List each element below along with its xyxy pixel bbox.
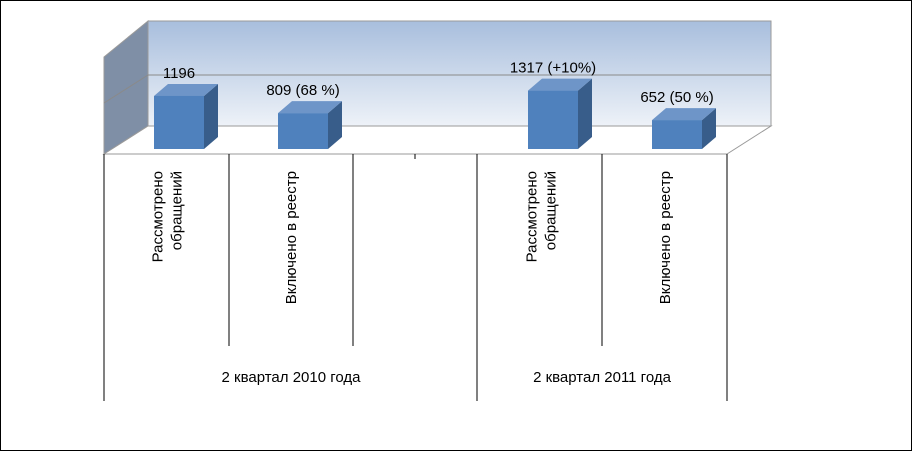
- category-label: обращений: [543, 171, 560, 250]
- chart-floor: [102, 125, 773, 155]
- bar-side: [578, 78, 592, 149]
- bar-top: [154, 83, 218, 96]
- bar-side: [328, 101, 342, 149]
- bar-front: [528, 90, 578, 149]
- bar-front: [278, 113, 328, 149]
- bar-side: [702, 108, 716, 149]
- data-label: 652 (50 %): [640, 89, 713, 106]
- bar: [652, 108, 716, 149]
- category-labels: Рассмотрено обращений Включено в реестр Рас…: [150, 171, 675, 386]
- category-label: Включено в реестр: [283, 171, 300, 304]
- data-labels: 1196 809 (68 %) 1317 (+10%) 652 (50 %): [163, 60, 714, 106]
- category-label: Рассмотрено: [150, 171, 167, 262]
- bar-side: [204, 83, 218, 149]
- data-label: 809 (68 %): [266, 82, 339, 99]
- bar: [278, 101, 342, 149]
- group-label: 2 квартал 2011 года: [533, 369, 672, 386]
- bar-top: [528, 78, 592, 91]
- gridline-side: [103, 74, 149, 104]
- bars: [154, 78, 716, 149]
- bar-top: [652, 108, 716, 121]
- category-label: Включено в реестр: [657, 171, 674, 304]
- bar-front: [652, 120, 702, 149]
- category-table: [103, 154, 728, 401]
- data-label: 1196: [163, 65, 195, 82]
- gridlines: [103, 74, 771, 104]
- group-label: 2 квартал 2010 года: [222, 369, 362, 386]
- bar: [528, 78, 592, 149]
- category-label: Рассмотрено: [524, 171, 541, 262]
- bar-front: [154, 95, 204, 149]
- data-label: 1317 (+10%): [510, 60, 596, 77]
- bar-top: [278, 101, 342, 114]
- bar: [154, 83, 218, 149]
- category-label: обращений: [169, 171, 186, 250]
